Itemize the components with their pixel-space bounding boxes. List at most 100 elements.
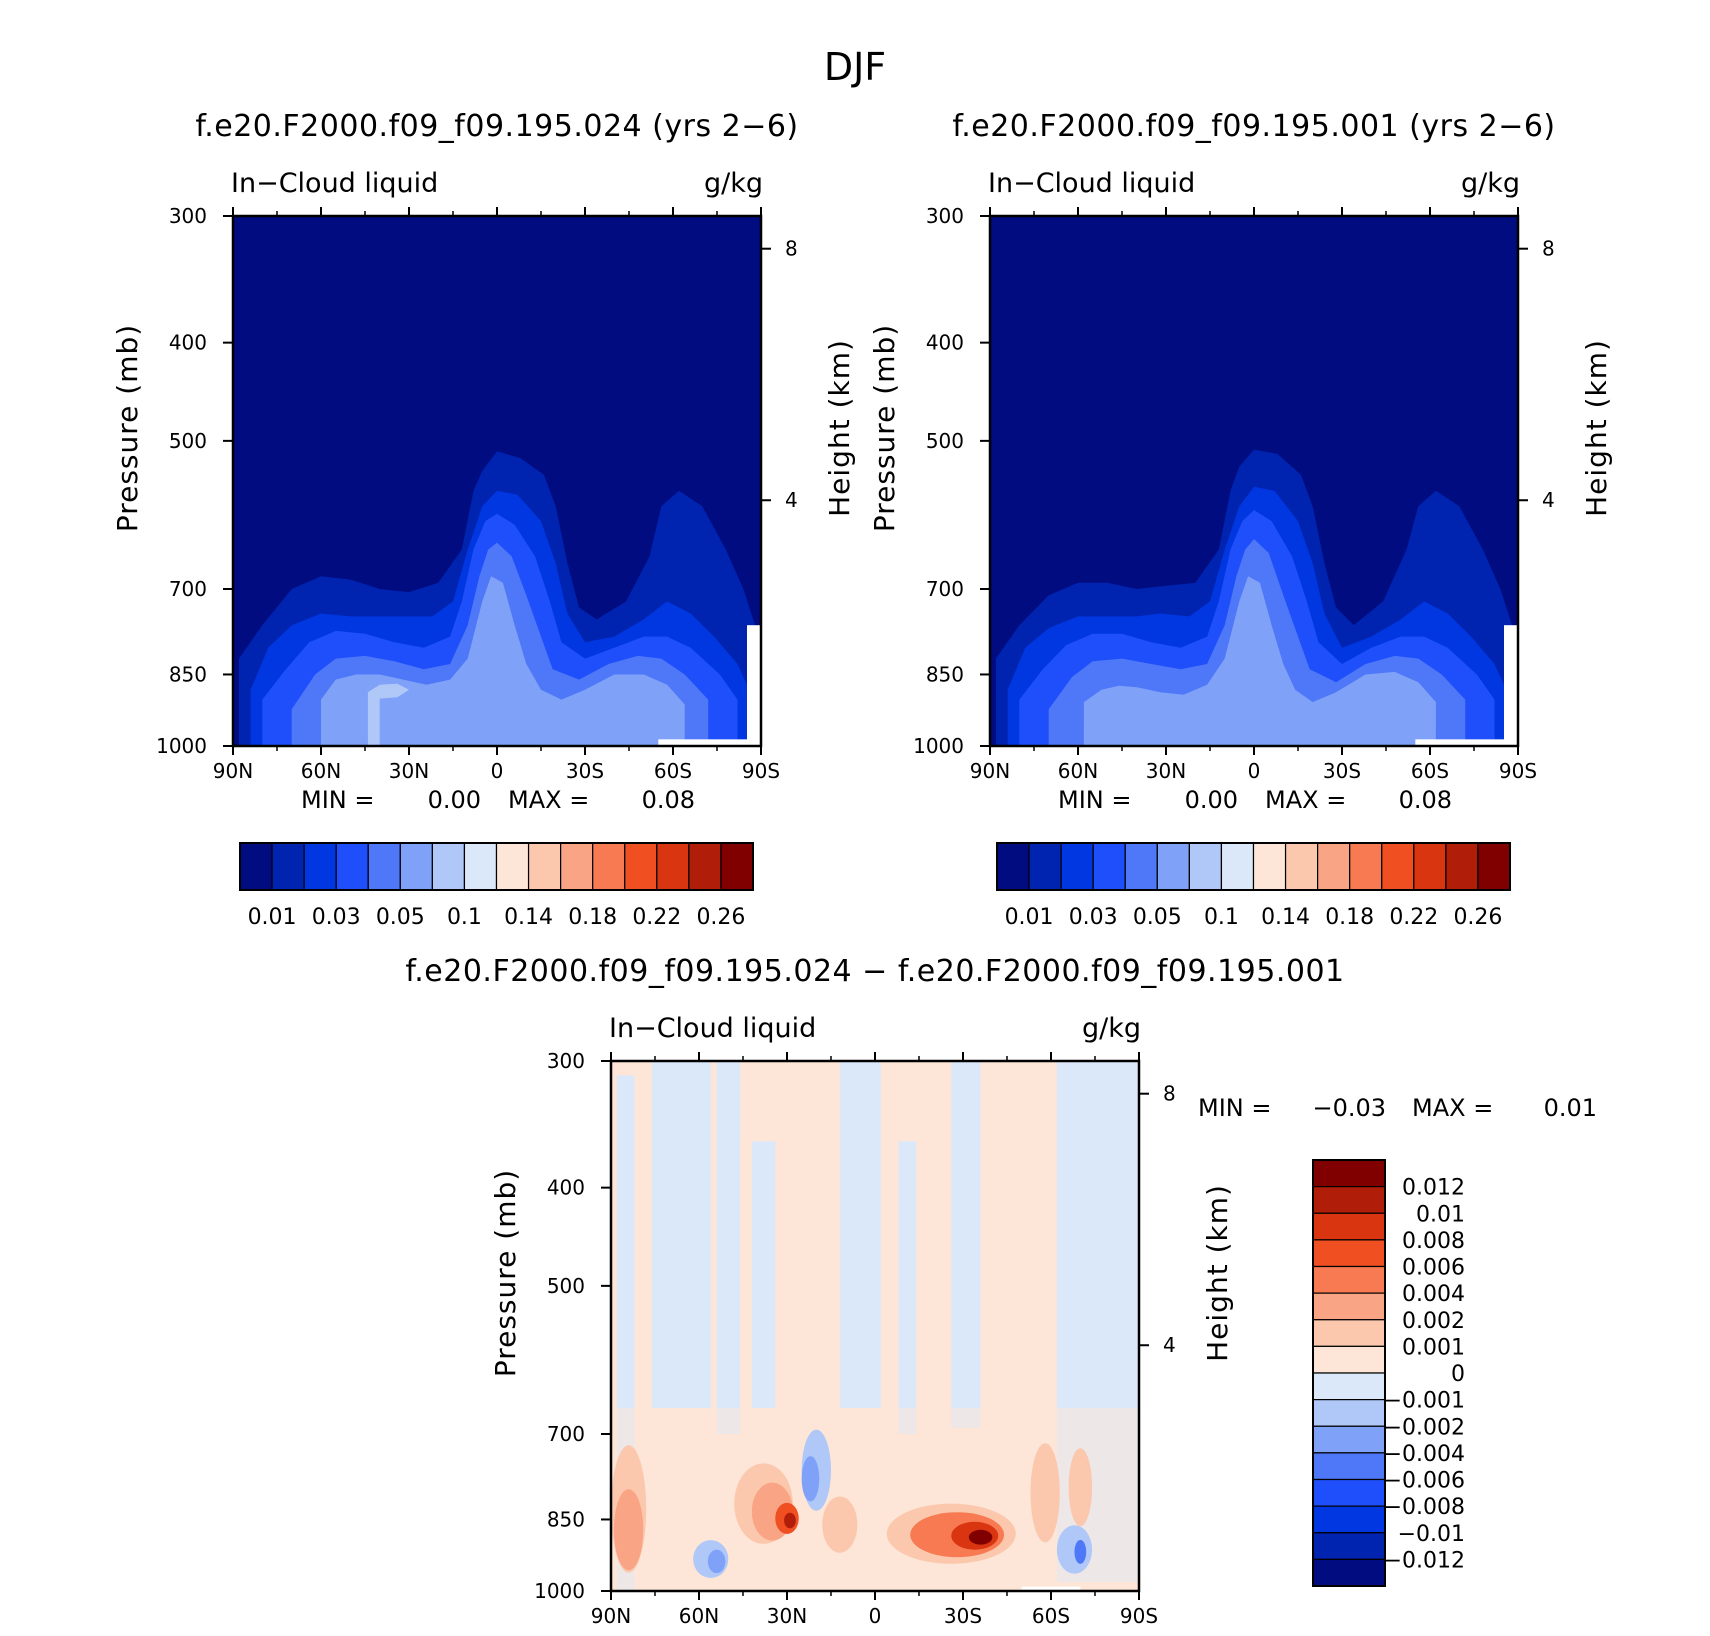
colorbar-swatch	[1312, 1345, 1386, 1374]
variable-label: In−Cloud liquid	[988, 168, 1195, 199]
max-label: MAX =	[1265, 786, 1346, 814]
anomaly-blob-16	[707, 1549, 726, 1574]
colorbar-label: −0.012	[1384, 1548, 1465, 1573]
y-tick-label: 850	[926, 662, 964, 686]
colorbar-swatch	[399, 842, 433, 891]
y2-tick-label: 8	[1542, 237, 1555, 261]
x-tick-label: 30S	[944, 1604, 982, 1628]
colorbar-swatch	[1312, 1425, 1386, 1454]
colorbar-swatch	[271, 842, 305, 891]
y2-tick-label: 8	[785, 237, 798, 261]
missing-data-mask	[658, 739, 761, 746]
colorbar-swatch	[1381, 842, 1415, 891]
x-tick-label: 0	[491, 759, 504, 783]
colorbar-label: 0.1	[447, 905, 482, 930]
panel-difference: f.e20.F2000.f09_f09.195.024 − f.e20.F200…	[405, 954, 1597, 1628]
colorbar: 0.01 0.03 0.05 0.1 0.14 0.18 0.22 0.26	[239, 842, 754, 930]
colorbar-frame	[239, 842, 754, 891]
y-tick-label: 700	[926, 577, 964, 601]
y2-axis-label: Height (km)	[823, 339, 856, 517]
colorbar-swatch	[1445, 842, 1479, 891]
y-tick-label: 850	[169, 662, 207, 686]
y-tick-label: 500	[926, 429, 964, 453]
colorbar-label: −0.01	[1398, 1522, 1465, 1547]
colorbar-swatch	[431, 842, 466, 891]
min-label: MIN =	[301, 786, 374, 814]
y-tick-label: 400	[926, 331, 964, 355]
colorbar-label: 0.18	[1325, 905, 1374, 930]
figure-title: DJF	[824, 45, 886, 89]
y-axis-label: Pressure (mb)	[111, 324, 144, 532]
anomaly-band-3	[751, 1141, 776, 1409]
anomaly-blob-12	[1068, 1448, 1093, 1527]
x-tick-label: 90N	[591, 1604, 631, 1628]
contour-level-5	[367, 683, 409, 746]
anomaly-band-6	[951, 1061, 981, 1428]
colorbar-swatch	[1156, 842, 1190, 891]
units-label: g/kg	[704, 168, 763, 199]
colorbar-label: 0	[1451, 1362, 1465, 1387]
anomaly-blob-18	[1074, 1539, 1087, 1564]
colorbar-label: −0.002	[1384, 1415, 1465, 1440]
y-axis-label: Pressure (mb)	[489, 1169, 522, 1377]
colorbar-swatch	[335, 842, 369, 891]
missing-data-mask	[1021, 1586, 1081, 1591]
colorbar-label: 0.01	[1005, 905, 1054, 930]
y-tick-label: 400	[169, 331, 207, 355]
colorbar-label: −0.008	[1384, 1495, 1465, 1520]
colorbar-swatch	[592, 842, 626, 891]
x-tick-label: 30S	[1323, 759, 1361, 783]
y-tick-label: 700	[547, 1422, 585, 1446]
colorbar-swatch	[1060, 842, 1094, 891]
x-tick-label: 60S	[1411, 759, 1449, 783]
colorbar-swatch	[495, 842, 530, 891]
units-label: g/kg	[1461, 168, 1520, 199]
colorbar-swatch	[1312, 1212, 1386, 1241]
colorbar-frame	[1312, 1159, 1386, 1587]
colorbar-label: 0.01	[1416, 1202, 1465, 1227]
colorbar-swatch	[688, 842, 722, 891]
contour-field	[990, 216, 1518, 746]
colorbar-frame	[996, 842, 1511, 891]
anomaly-band-5	[898, 1141, 917, 1434]
colorbar-swatch	[1413, 842, 1447, 891]
y2-tick-label: 8	[1163, 1082, 1176, 1106]
contour-field	[233, 216, 761, 746]
y-tick-label: 1000	[913, 734, 964, 758]
colorbar-swatch	[1312, 1452, 1386, 1481]
colorbar-label: 0.05	[376, 905, 425, 930]
max-value: 0.08	[1399, 786, 1452, 814]
x-tick-label: 30N	[1146, 759, 1186, 783]
colorbar-swatch	[527, 842, 562, 891]
x-tick-label: 0	[869, 1604, 882, 1628]
x-tick-label: 30N	[767, 1604, 807, 1628]
x-tick-label: 90S	[1120, 1604, 1158, 1628]
colorbar-swatch	[1312, 1186, 1386, 1214]
colorbar-swatch	[720, 842, 754, 891]
colorbar-swatch	[303, 842, 337, 891]
y-tick-label: 1000	[156, 734, 207, 758]
anomaly-blob-6	[822, 1496, 858, 1553]
colorbar-swatch	[1312, 1478, 1386, 1507]
colorbar-label: 0.22	[632, 905, 681, 930]
anomaly-blob-1	[613, 1489, 644, 1571]
colorbar-swatch	[1312, 1239, 1386, 1268]
colorbar-swatch	[560, 842, 594, 891]
missing-data-mask	[1415, 739, 1518, 746]
colorbar-swatch	[1284, 842, 1319, 891]
variable-label: In−Cloud liquid	[609, 1013, 816, 1044]
colorbar: 0.0120.010.0080.0060.0040.0020.0010−0.00…	[1312, 1159, 1465, 1587]
colorbar-swatch	[367, 842, 401, 891]
colorbar-swatch	[1188, 842, 1223, 891]
colorbar-label: 0.006	[1402, 1256, 1465, 1281]
colorbar-swatch	[1252, 842, 1287, 891]
y2-tick-label: 4	[1163, 1333, 1176, 1357]
colorbar-label: 0.012	[1402, 1176, 1465, 1201]
x-tick-label: 90S	[742, 759, 780, 783]
x-tick-label: 60S	[1032, 1604, 1070, 1628]
colorbar-label: −0.004	[1384, 1442, 1465, 1467]
colorbar-swatch	[1220, 842, 1255, 891]
anomaly-blob-10	[968, 1529, 993, 1545]
min-value: 0.00	[428, 786, 481, 814]
x-tick-label: 90S	[1499, 759, 1537, 783]
